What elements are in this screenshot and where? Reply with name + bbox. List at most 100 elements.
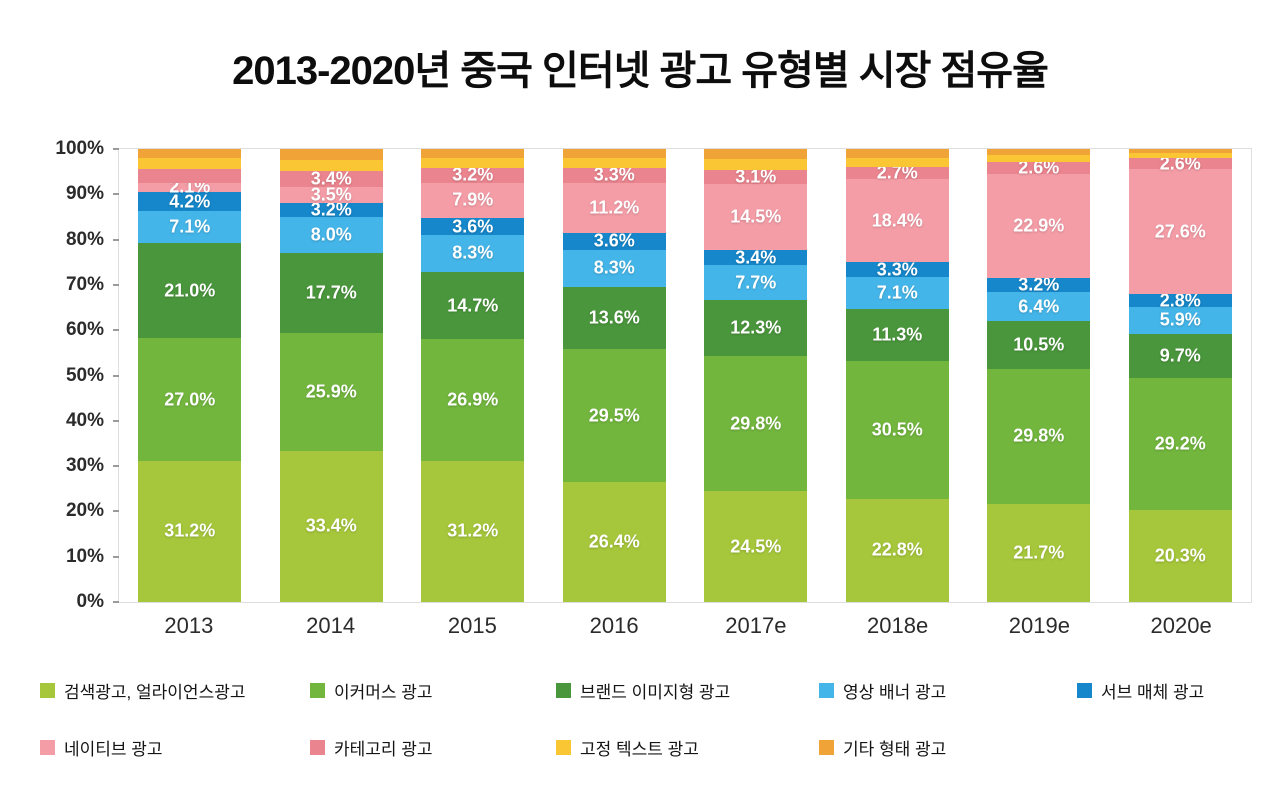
bar-segment: 3.6%: [421, 216, 525, 236]
bar-segment: [138, 149, 242, 159]
segment-value-label: 21.7%: [1013, 542, 1065, 563]
x-axis-label: 2014: [306, 613, 356, 638]
legend-swatch-icon: [819, 740, 834, 755]
segment-value-label: 18.4%: [871, 210, 923, 231]
x-axis-label: 2013: [164, 613, 214, 638]
segment-value-label: 14.7%: [447, 295, 499, 316]
segment-value-label: 29.8%: [1013, 425, 1065, 446]
bar-2013: 31.2% 27.0% 21.0% 7.1% 4.2% 2.1%: [138, 149, 242, 602]
segment-value-label: 24.5%: [730, 536, 782, 556]
segment-value-label: 33.4%: [305, 515, 357, 536]
bar-segment: 2.6%: [1128, 153, 1232, 173]
bar-segment: 20.3%: [1128, 510, 1232, 602]
bar-segment: [562, 158, 666, 168]
y-axis-tick-mark: [113, 193, 119, 196]
bar-segment: 8.3%: [562, 249, 666, 288]
legend-swatch-icon: [310, 683, 325, 698]
segment-value-label: 3.4%: [310, 168, 352, 189]
y-axis-tick-label: 80%: [65, 228, 104, 250]
y-axis-tick: 70%: [66, 274, 119, 296]
bar-segment: [704, 159, 808, 171]
bar-segment: [1128, 153, 1232, 158]
bar-segment: 7.9%: [421, 182, 525, 219]
legend-item: 서브 매체 광고: [1077, 678, 1250, 703]
legend-item: 네이티브 광고: [40, 735, 310, 760]
bar-segment: [845, 157, 949, 167]
legend-item: 검색광고, 얼라이언스광고: [40, 678, 310, 703]
legend-item: 카테고리 광고: [310, 735, 556, 760]
bar-2017e: 24.5% 29.8% 12.3% 7.7% 3.4% 14.5% 3.1%: [704, 149, 808, 602]
segment-value-label: 7.1%: [876, 282, 918, 303]
segment-value-label: 2.6%: [1159, 153, 1201, 174]
bar-segment: 5.9%: [1128, 307, 1232, 334]
bar-segment: 26.4%: [562, 482, 666, 602]
y-axis-tick-mark: [113, 329, 119, 332]
segment-value-label: 29.8%: [730, 413, 782, 434]
bar-segment: [279, 159, 383, 172]
legend-label: 서브 매체 광고: [1101, 683, 1205, 702]
chart-legend: 검색광고, 얼라이언스광고 이커머스 광고 브랜드 이미지형 광고 영상 배너 광고 서…: [40, 678, 1250, 760]
bar-segment: 7.1%: [845, 277, 949, 310]
bar-segment: [421, 158, 525, 169]
y-axis-tick-mark: [113, 283, 119, 286]
y-axis-tick: 40%: [66, 410, 119, 432]
x-axis-label: 2020e: [1150, 613, 1212, 638]
bar-segment: 29.8%: [704, 356, 808, 492]
bar-segment: 3.2%: [279, 199, 383, 219]
bar-2020e: 20.3% 29.2% 9.7% 5.9% 2.8% 27.6% 2.6%: [1128, 149, 1232, 602]
segment-value-label: 30.5%: [871, 419, 923, 440]
bar-segment: 21.7%: [987, 503, 1091, 602]
legend-item: 기타 형태 광고: [819, 735, 1077, 760]
bar-segment: 30.5%: [845, 360, 949, 499]
segment-value-label: 12.3%: [730, 317, 782, 338]
bar-segment: [987, 155, 1091, 163]
page-title: 2013-2020년 중국 인터넷 광고 유형별 시장 점유율: [232, 49, 1049, 93]
bar-segment: 26.9%: [421, 338, 525, 461]
stacked-bar-chart: 0% 10% 20% 30% 40% 50% 60% 70% 80% 90% 100% 31.2% 2…: [30, 138, 1252, 639]
segment-value-label: 27.6%: [1154, 221, 1206, 242]
bar-segment: 31.2%: [421, 460, 525, 602]
segment-value-label: 3.3%: [593, 164, 635, 185]
bar-2014: 33.4% 25.9% 17.7% 8.0% 3.2% 3.5% 3.4%: [279, 149, 383, 602]
segment-value-label: 11.2%: [589, 197, 640, 218]
segment-value-label: 20.3%: [1154, 545, 1206, 566]
legend-label: 카테고리 광고: [334, 740, 433, 759]
x-axis-label: 2017e: [725, 613, 787, 638]
y-axis-tick-mark: [113, 555, 119, 558]
bar-segment: [138, 158, 242, 169]
segment-value-label: 8.3%: [593, 257, 635, 278]
bar-segment: 3.2%: [421, 165, 525, 185]
bar-segment: 11.2%: [562, 182, 666, 234]
segment-value-label: 8.3%: [452, 242, 494, 263]
bar-2016: 26.4% 29.5% 13.6% 8.3% 3.6% 11.2% 3.3%: [562, 149, 666, 602]
y-axis-tick-label: 0%: [76, 591, 104, 612]
y-axis-tick-label: 20%: [65, 500, 104, 522]
segment-value-label: 26.9%: [447, 389, 499, 410]
bar-segment: 21.0%: [138, 243, 242, 339]
segment-value-label: 5.9%: [1159, 309, 1201, 330]
legend-item: 브랜드 이미지형 광고: [556, 678, 819, 703]
y-axis-tick: 50%: [66, 365, 119, 387]
segment-value-label: 3.2%: [452, 164, 494, 185]
legend-label: 네이티브 광고: [64, 740, 163, 759]
segment-value-label: 3.6%: [452, 216, 494, 236]
segment-value-label: 3.5%: [310, 184, 352, 205]
segment-value-label: 7.9%: [452, 189, 494, 210]
legend-item: 고정 텍스트 광고: [556, 735, 819, 760]
segment-value-label: 29.2%: [1154, 433, 1206, 454]
bar-segment: 22.9%: [987, 173, 1091, 278]
legend-label: 기타 형태 광고: [843, 740, 947, 759]
plot-area: 0% 10% 20% 30% 40% 50% 60% 70% 80% 90% 100% 31.2% 2…: [55, 138, 1252, 612]
x-axis-label: 2015: [447, 613, 497, 638]
segment-value-label: 7.1%: [169, 216, 211, 237]
bar-segment: 7.7%: [704, 265, 808, 301]
legend-item: 영상 배너 광고: [819, 678, 1077, 703]
bar-segment: 2.8%: [1128, 290, 1232, 310]
legend-label: 브랜드 이미지형 광고: [580, 683, 731, 702]
legend-label: 검색광고, 얼라이언스광고: [64, 683, 246, 702]
legend-swatch-icon: [819, 683, 834, 698]
bar-segment: 25.9%: [279, 333, 383, 451]
legend-label: 이커머스 광고: [334, 683, 433, 702]
legend-swatch-icon: [556, 740, 571, 755]
bar-segment: 31.2%: [138, 460, 242, 602]
